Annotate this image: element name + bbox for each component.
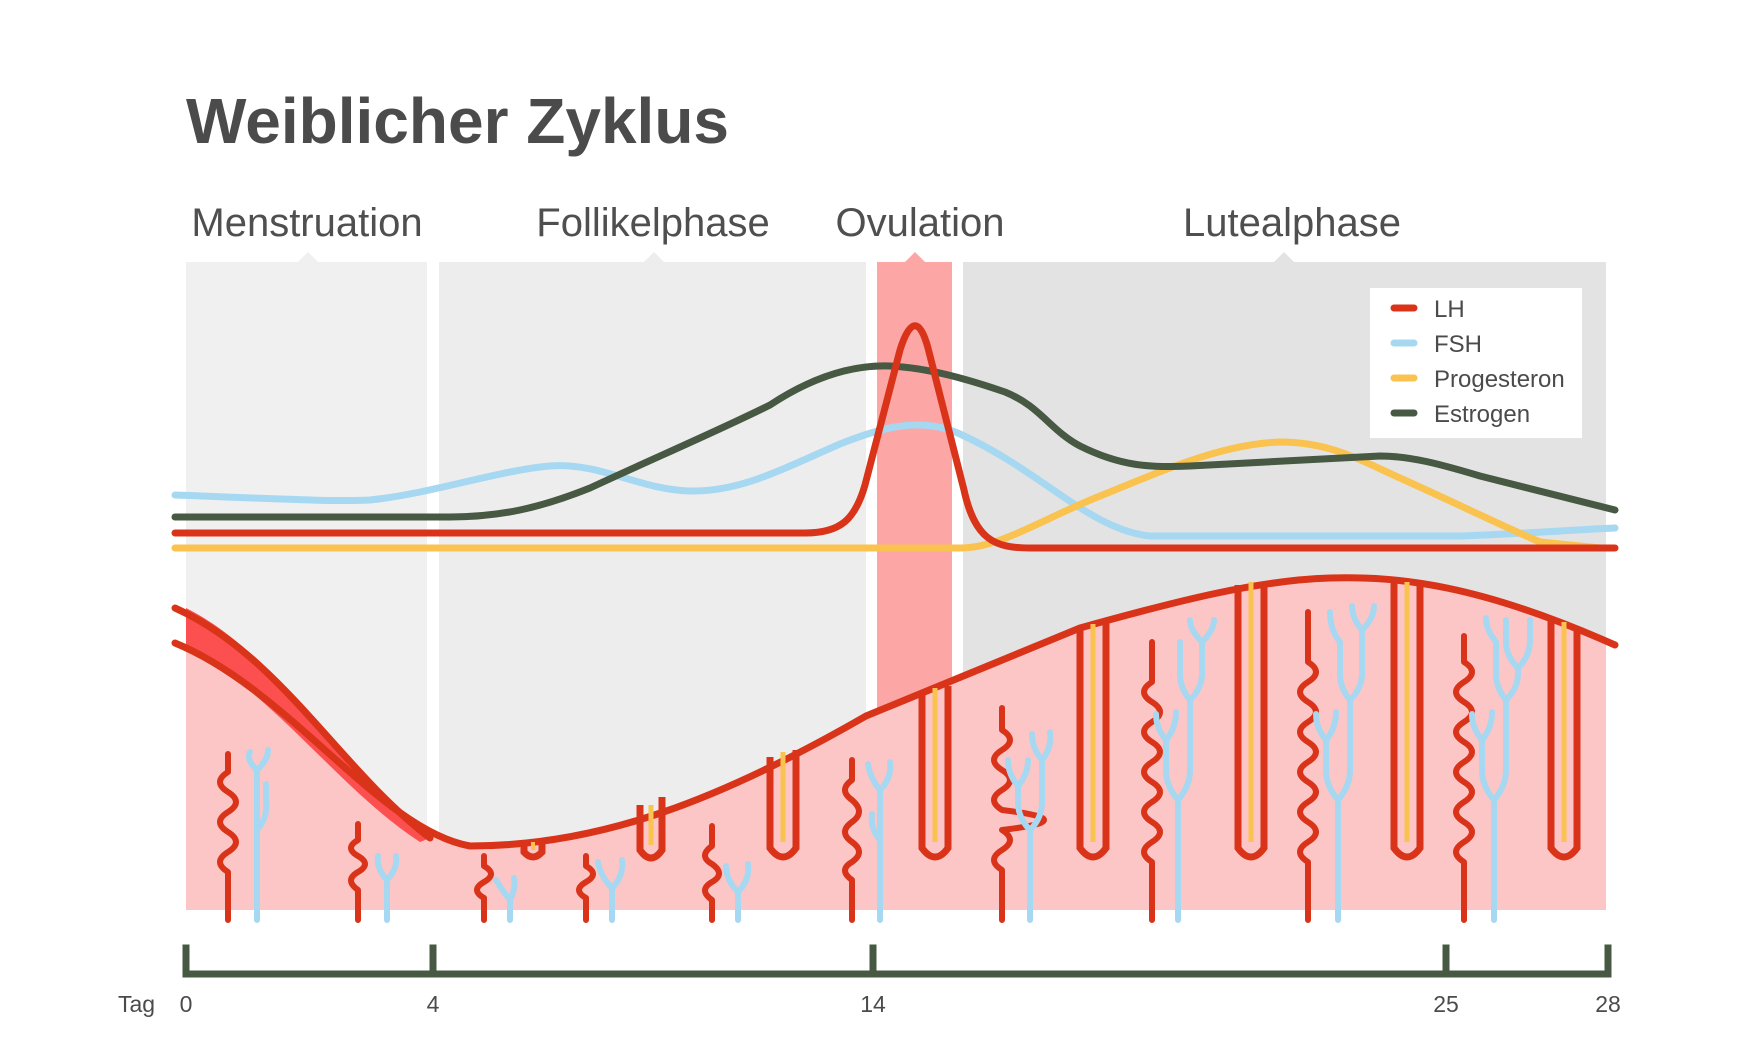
- estrogen-curve: [171, 362, 1619, 521]
- vein: [1313, 603, 1377, 923]
- spiral-artery: [217, 751, 239, 923]
- axis-tick-label-14: 14: [860, 991, 886, 1017]
- spiral-artery: [1297, 609, 1319, 923]
- legend-label-fsh: FSH: [1434, 331, 1482, 358]
- gland: [1547, 620, 1581, 861]
- spiral-artery: [474, 853, 494, 923]
- vein: [723, 861, 752, 923]
- phase-label-ovulation: Ovulation: [836, 201, 1005, 245]
- vein: [1469, 615, 1533, 923]
- blood-vessels: [217, 603, 1533, 923]
- vein: [1153, 617, 1217, 923]
- legend-label-lh: LH: [1434, 296, 1465, 323]
- gland-small: [520, 840, 546, 861]
- gland: [766, 750, 800, 861]
- phase-label-menstruation: Menstruation: [191, 201, 422, 245]
- gland: [1234, 582, 1268, 861]
- axis-tick-label-0: 0: [180, 991, 193, 1017]
- endometrium-surface: [171, 574, 1619, 850]
- legend: LH FSH Progesteron Estrogen: [1370, 288, 1582, 438]
- spiral-artery: [842, 757, 862, 923]
- vein: [245, 747, 271, 923]
- vein: [493, 875, 518, 923]
- pointer-menstruation: [298, 252, 318, 262]
- legend-label-progesteron: Progesteron: [1434, 366, 1565, 393]
- pointer-ovulation: [905, 252, 925, 262]
- gland: [1390, 580, 1424, 861]
- phase-label-lutealphase: Lutealphase: [1183, 201, 1401, 245]
- axis-tick-label-25: 25: [1433, 991, 1459, 1017]
- spiral-artery: [991, 705, 1047, 923]
- lh-curve: [171, 322, 1619, 552]
- spiral-artery: [1141, 639, 1163, 923]
- endometrial-glands: [520, 580, 1581, 862]
- hormone-curves: [171, 322, 1619, 552]
- progesterone-curve: [171, 438, 1604, 552]
- pointer-follikelphase: [644, 252, 664, 262]
- gland: [918, 686, 952, 861]
- vein: [374, 853, 400, 923]
- pointer-lutealphase: [1274, 252, 1294, 262]
- spiral-artery: [1453, 633, 1475, 923]
- spiral-artery: [348, 821, 368, 923]
- axis-tick-label-28: 28: [1595, 991, 1621, 1017]
- fsh-curve: [171, 421, 1619, 540]
- vein: [595, 857, 626, 923]
- gland: [1076, 622, 1110, 861]
- vein: [1005, 729, 1054, 923]
- spiral-artery: [576, 853, 596, 923]
- axis-tick-label-4: 4: [427, 991, 440, 1017]
- diagram-title: Weiblicher Zyklus: [186, 85, 729, 157]
- vein: [865, 759, 894, 923]
- phase-label-follikelphase: Follikelphase: [536, 201, 769, 245]
- axis-unit-label: Tag: [118, 991, 155, 1017]
- spiral-artery: [702, 823, 722, 923]
- gland: [636, 797, 666, 862]
- day-axis: [182, 944, 1612, 978]
- legend-label-estrogen: Estrogen: [1434, 401, 1530, 428]
